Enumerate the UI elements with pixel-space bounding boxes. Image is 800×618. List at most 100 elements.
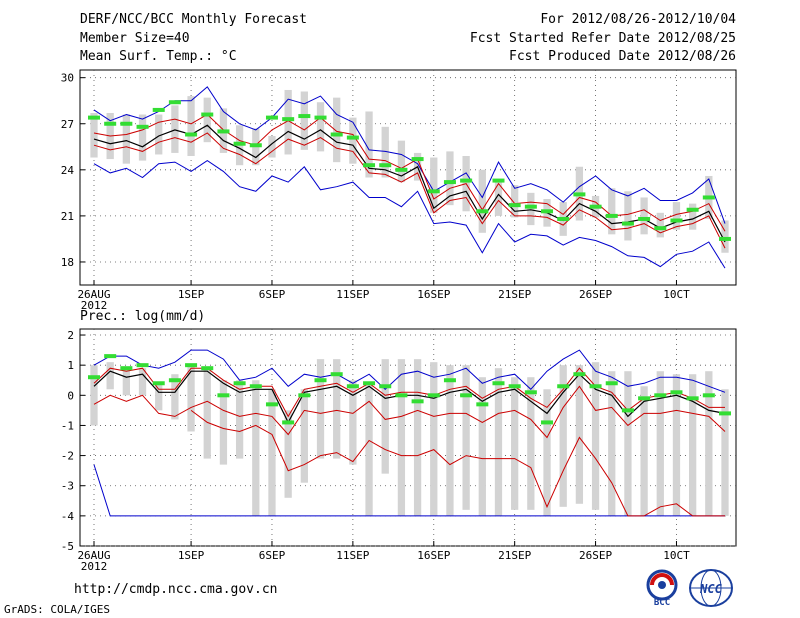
temp-spread-box: [721, 220, 729, 253]
prec-obs-marker: [621, 408, 634, 413]
temp-spread-box: [268, 136, 276, 158]
prec-obs-marker: [346, 384, 359, 389]
temp-plot-frame: [79, 69, 737, 286]
prec-spread-box: [333, 359, 341, 459]
prec-spread-box: [365, 383, 373, 516]
prec-spread-box: [608, 371, 616, 516]
temp-min-line: [93, 159, 726, 269]
prec-obs-marker: [557, 384, 570, 389]
prec-spread-box: [284, 410, 292, 498]
temp-spread-box: [349, 117, 357, 164]
bcc-logo: BCC: [646, 569, 678, 608]
prec-obs-marker: [686, 396, 699, 401]
grads-credit: GrADS: COLA/IGES: [4, 603, 110, 616]
prec-spread-box: [478, 377, 486, 516]
temp-spread-box: [478, 169, 486, 233]
prec-obs-marker: [654, 393, 667, 398]
temp-obs-marker: [217, 129, 230, 134]
prec-p25-line: [93, 385, 726, 439]
temp-obs-marker: [185, 132, 198, 137]
temp-obs-marker: [638, 216, 651, 221]
temp-spread-box: [90, 113, 98, 158]
prec-spread-box: [300, 389, 308, 483]
prec-obs-marker: [460, 393, 473, 398]
temp-mean-line: [93, 124, 726, 243]
prec-spread-box: [721, 389, 729, 516]
temp-xtick-label: 6SEP: [259, 288, 286, 301]
prec-ytick-label: -1: [61, 419, 74, 432]
temp-obs-marker: [621, 221, 634, 226]
prec-spread-box: [235, 380, 244, 459]
prec-spread-box: [138, 368, 147, 396]
prec-obs-marker: [314, 378, 327, 383]
prec-max-line: [93, 349, 726, 393]
temp-xtick-label: 21SEP: [498, 288, 531, 301]
temp-obs-marker: [298, 114, 311, 119]
variable-label: Mean Surf. Temp.: °C: [80, 49, 237, 64]
temp-lower-line: [93, 132, 726, 249]
temp-spread-box: [494, 182, 503, 216]
temp-spread-box: [284, 89, 292, 155]
temp-spread-box: [446, 151, 454, 206]
ncc-logo: NCC: [689, 569, 733, 607]
temp-obs-marker: [492, 178, 505, 183]
temp-spread-box: [511, 185, 519, 218]
prec-spread-box: [656, 371, 664, 516]
temp-obs-marker: [427, 189, 440, 194]
prec-xtick-label: 26AUG: [77, 549, 110, 562]
prec-obs-marker: [589, 384, 602, 389]
temp-obs-marker: [88, 115, 100, 120]
temp-ytick-label: 21: [61, 210, 74, 223]
prec-obs-marker: [152, 381, 165, 386]
prec-obs-marker: [282, 420, 295, 425]
temp-obs-marker: [233, 141, 246, 146]
prec-obs-marker: [702, 393, 715, 398]
temp-spread-box: [203, 97, 211, 143]
temp-spread-box: [300, 91, 308, 150]
temp-obs-marker: [379, 163, 392, 168]
prec-spread-box: [543, 389, 551, 516]
prec-ytick-label: 1: [67, 359, 74, 372]
temp-spread-box: [397, 140, 406, 183]
produced-date: Fcst Produced Date 2012/08/26: [509, 49, 736, 64]
prec-spread-box: [640, 386, 648, 516]
website-url[interactable]: http://cmdp.ncc.cma.gov.cn: [74, 582, 278, 597]
prec-spread-box: [155, 383, 163, 411]
prec-min-line: [93, 464, 725, 517]
prec-spread-box: [559, 365, 567, 507]
prec-obs-marker: [573, 372, 586, 377]
prec-spread-box: [494, 368, 503, 516]
prec-mean-line: [93, 370, 726, 424]
prec-obs-marker: [298, 393, 311, 398]
temp-obs-marker: [524, 204, 537, 209]
prec-obs-marker: [249, 384, 262, 389]
temp-obs-marker: [605, 213, 618, 218]
prec-ytick-label: -3: [61, 480, 74, 493]
prec-obs-marker: [541, 420, 554, 425]
prec-spread-box: [349, 380, 357, 465]
temp-xtick-label: 16SEP: [417, 288, 450, 301]
prec-obs-marker: [476, 402, 489, 407]
temp-obs-marker: [557, 216, 570, 221]
temp-obs-marker: [670, 218, 683, 223]
temp-obs-marker: [363, 163, 376, 168]
temp-spread-box: [527, 192, 535, 226]
temp-spread-box: [656, 212, 664, 238]
precip-label: Prec.: log(mm/d): [80, 309, 206, 324]
prec-p10-line: [190, 409, 725, 517]
temp-spread-box: [608, 188, 616, 235]
temp-obs-marker: [508, 203, 521, 208]
member-size: Member Size=40: [80, 31, 190, 46]
forecast-period: For 2012/08/26-2012/10/04: [540, 12, 736, 27]
ncc-logo-text: NCC: [699, 582, 722, 596]
temp-obs-marker: [136, 124, 149, 129]
temp-spread-box: [640, 197, 648, 235]
prec-xtick-label: 10CT: [663, 549, 690, 562]
prec-obs-marker: [201, 366, 214, 371]
prec-spread-box: [106, 362, 114, 390]
temp-obs-marker: [573, 192, 586, 197]
temp-obs-marker: [201, 112, 214, 117]
prec-spread-box: [122, 368, 130, 396]
prec-obs-marker: [427, 393, 440, 398]
